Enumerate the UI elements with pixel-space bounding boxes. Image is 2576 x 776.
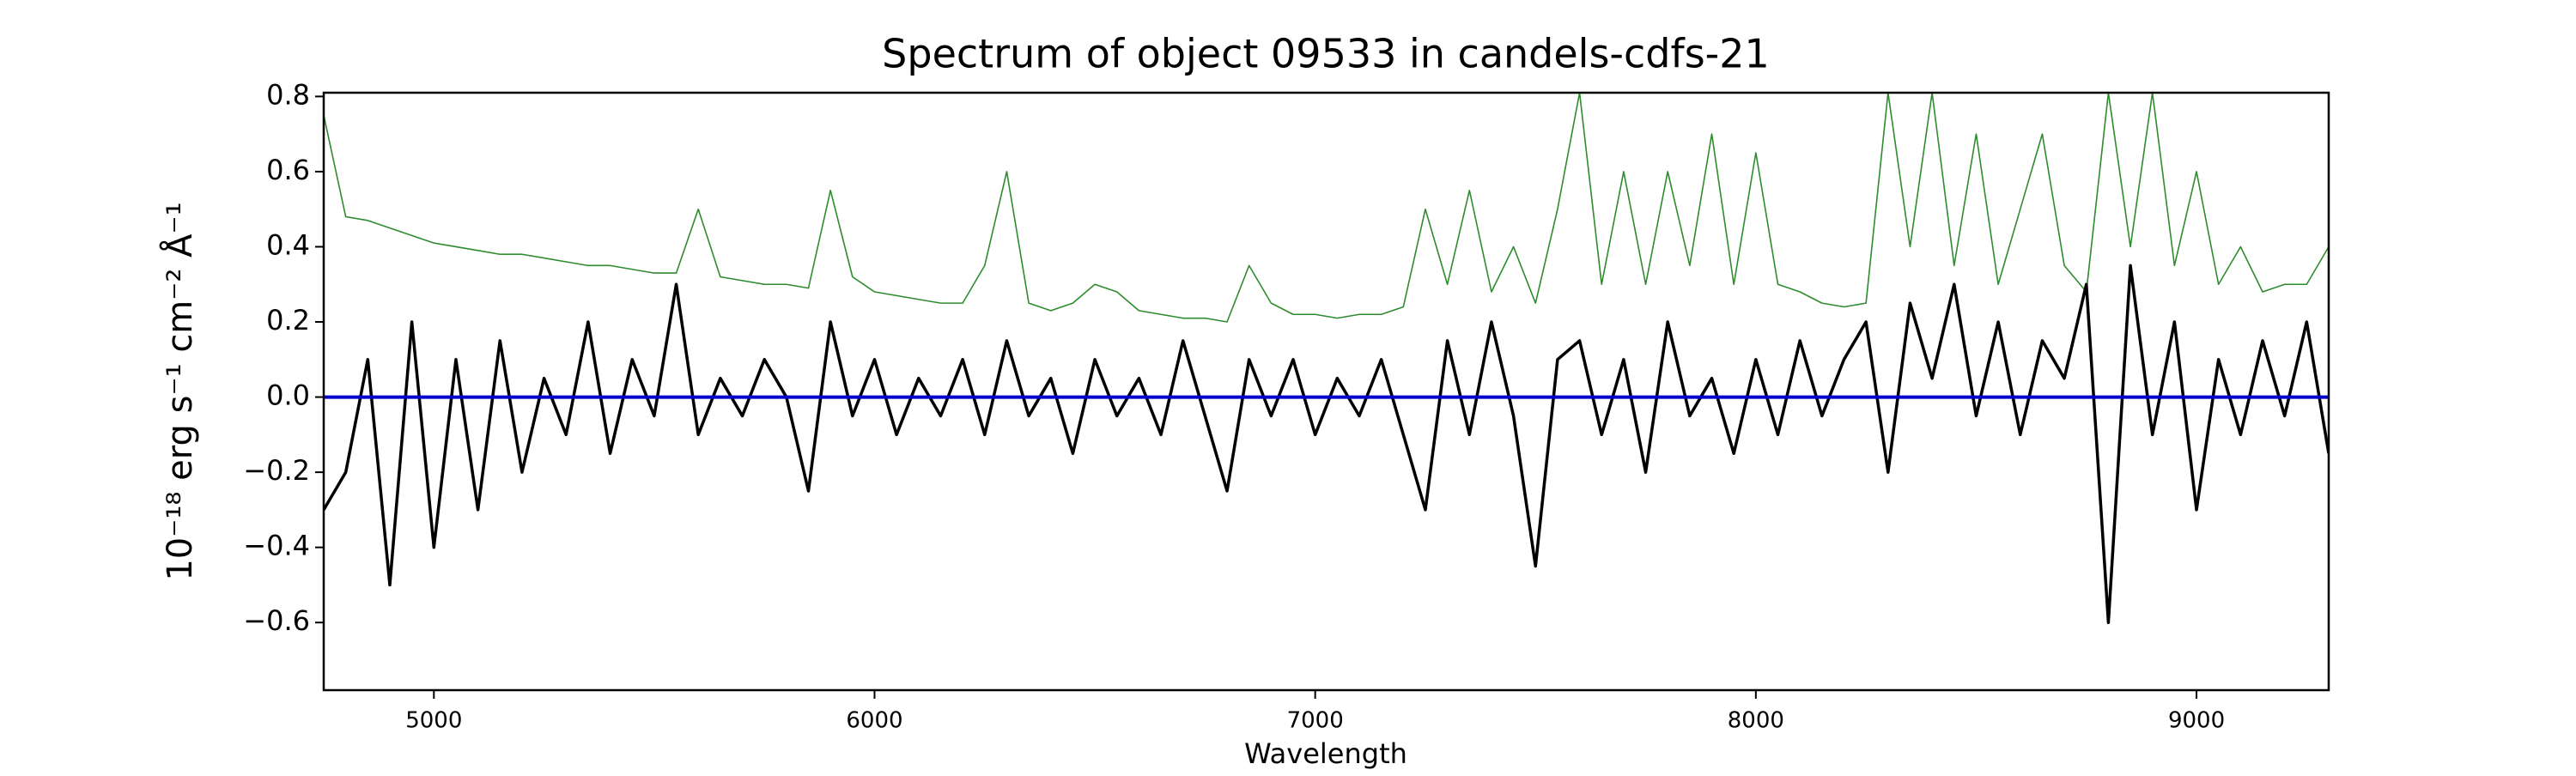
y-tick-label: −0.2	[243, 454, 310, 487]
chart-title: Spectrum of object 09533 in candels-cdfs…	[882, 31, 1770, 77]
x-tick-label: 7000	[1287, 708, 1344, 734]
data-line	[324, 93, 2329, 323]
y-tick-label: −0.6	[243, 604, 310, 637]
y-tick-label: −0.4	[243, 530, 310, 562]
x-tick-label: 9000	[2168, 708, 2225, 734]
y-tick-label: 0.0	[266, 379, 310, 412]
x-tick-label: 8000	[1728, 708, 1784, 734]
plot-area	[324, 93, 2329, 624]
y-tick-label: 0.6	[266, 154, 310, 186]
y-tick-label: 0.8	[266, 78, 310, 111]
y-tick-label: 0.4	[266, 228, 310, 261]
plot-frame	[322, 91, 2330, 692]
y-tick-label: 0.2	[266, 304, 310, 336]
y-axis-label: 10⁻¹⁸ erg s⁻¹ cm⁻² Å⁻¹	[159, 202, 200, 580]
x-tick-label: 5000	[405, 708, 462, 734]
data-line	[324, 264, 2329, 624]
x-tick-label: 6000	[846, 708, 902, 734]
x-axis-label: Wavelength	[1244, 737, 1407, 770]
